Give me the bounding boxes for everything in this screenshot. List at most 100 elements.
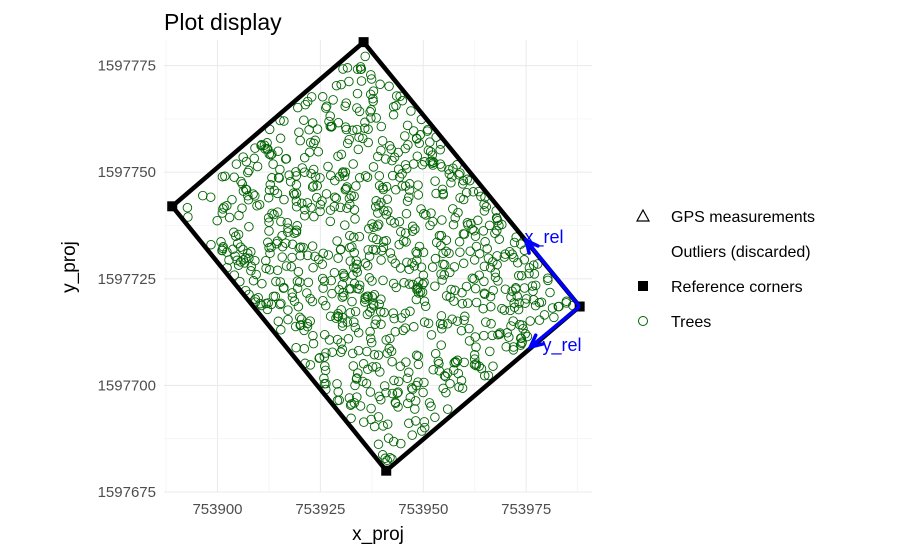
tree-point — [227, 194, 237, 205]
tree-point — [379, 307, 389, 318]
tree-point — [325, 111, 335, 121]
tree-point — [395, 361, 406, 372]
tree-point — [374, 299, 384, 309]
tree-point — [413, 277, 424, 287]
tree-point — [460, 311, 470, 322]
tree-point — [342, 182, 352, 192]
tree-point — [404, 367, 414, 378]
tree-point — [348, 125, 358, 136]
x-tick-label: 753950 — [398, 501, 448, 518]
y-rel-arrow-head — [527, 333, 545, 350]
tree-point — [411, 294, 422, 305]
tree-point — [468, 187, 479, 197]
tree-point — [362, 364, 373, 375]
tree-point — [366, 113, 376, 123]
tree-point — [264, 242, 274, 253]
tree-point — [364, 223, 374, 234]
tree-point — [325, 205, 336, 215]
tree-point — [485, 291, 496, 302]
chart-title: Plot display — [164, 9, 282, 35]
tree-point — [324, 116, 334, 127]
tree-point — [335, 245, 346, 255]
tree-point — [349, 398, 360, 408]
tree-point — [410, 416, 421, 426]
tree-point — [480, 237, 490, 247]
tree-point — [512, 258, 523, 268]
tree-point — [414, 241, 425, 252]
tree-point — [449, 358, 459, 368]
tree-point — [295, 312, 305, 323]
tree-point — [393, 387, 403, 397]
tree-point — [474, 249, 485, 259]
tree-point — [354, 106, 365, 117]
tree-point — [479, 261, 490, 272]
tree-point — [364, 251, 375, 261]
tree-point — [440, 371, 451, 382]
tree-point — [465, 246, 475, 256]
tree-point — [492, 259, 502, 270]
tree-point — [360, 294, 370, 304]
tree-point — [374, 391, 384, 402]
tree-point — [400, 181, 411, 191]
tree-point — [343, 334, 354, 344]
tree-point — [454, 170, 464, 180]
tree-point — [430, 412, 440, 423]
tree-point — [279, 194, 289, 205]
tree-point — [218, 242, 228, 252]
tree-point — [436, 162, 447, 172]
tree-point — [274, 173, 284, 183]
tree-point — [302, 288, 312, 298]
tree-point — [447, 314, 457, 324]
tree-point — [469, 359, 480, 370]
tree-point — [252, 161, 263, 172]
tree-point — [450, 285, 460, 296]
tree-point — [439, 371, 450, 381]
tree-point — [545, 287, 555, 298]
tree-point — [444, 248, 454, 259]
tree-point — [467, 273, 478, 283]
legend-label: Trees — [671, 314, 711, 331]
tree-point — [508, 342, 519, 352]
tree-point — [386, 346, 397, 357]
tree-point — [346, 413, 356, 424]
tree-point — [508, 316, 518, 326]
tree-point — [320, 361, 330, 371]
tree-point — [347, 242, 357, 252]
tree-point — [455, 247, 465, 257]
tree-point — [287, 292, 298, 302]
relative-axes-layer: x_rel y_rel — [523, 227, 582, 356]
tree-point — [347, 348, 358, 359]
x-rel-arrow-head — [523, 237, 540, 255]
tree-point — [413, 351, 423, 361]
tree-point — [428, 157, 439, 167]
tree-point — [287, 252, 297, 263]
tree-point — [471, 342, 481, 352]
tree-point — [389, 152, 400, 163]
tree-point — [369, 300, 379, 311]
tree-point — [374, 171, 385, 181]
tree-point — [369, 349, 380, 360]
tree-point — [530, 300, 541, 311]
tree-point — [289, 189, 300, 200]
tree-point — [336, 305, 346, 315]
tree-point — [273, 316, 284, 327]
tree-point — [401, 357, 411, 367]
tree-point — [448, 204, 458, 214]
tree-point — [354, 173, 365, 183]
tick-labels: 753900 753925 753950 753975 1597675 1597700 15… — [98, 58, 552, 518]
tree-point — [275, 277, 286, 287]
tree-point — [383, 206, 393, 216]
tree-point — [331, 193, 342, 204]
tree-point — [383, 433, 394, 443]
tree-point — [381, 181, 392, 192]
tree-point — [262, 138, 272, 148]
tree-point — [326, 275, 336, 286]
tree-point — [314, 353, 324, 364]
tree-point — [375, 367, 385, 377]
tree-point — [396, 438, 406, 449]
tree-point — [265, 248, 275, 259]
tree-point — [509, 237, 520, 248]
tree-point — [319, 379, 330, 389]
tree-point — [380, 453, 390, 464]
tree-point — [342, 317, 353, 327]
